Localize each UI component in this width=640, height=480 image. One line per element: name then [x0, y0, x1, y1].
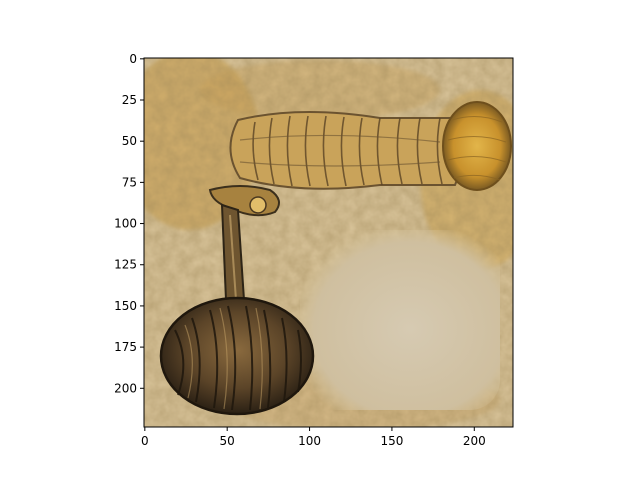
y-tick-label: 100 — [114, 217, 137, 231]
x-tick-label: 50 — [220, 434, 235, 448]
y-tick-label: 175 — [114, 340, 137, 354]
y-tick-label: 25 — [122, 93, 137, 107]
y-tick-label: 75 — [122, 175, 137, 189]
x-tick-label: 100 — [298, 434, 321, 448]
x-tick-label: 150 — [380, 434, 403, 448]
golden-egg — [442, 101, 512, 191]
x-tick-label: 200 — [463, 434, 486, 448]
segmented-body — [229, 111, 464, 190]
pale-patch — [300, 230, 500, 410]
y-tick-label: 0 — [129, 52, 137, 66]
y-tick-label: 150 — [114, 299, 137, 313]
y-tick-label: 200 — [114, 381, 137, 395]
x-axis: 0 50 100 150 200 — [141, 427, 486, 448]
image-area — [144, 58, 513, 427]
y-tick-label: 125 — [114, 258, 137, 272]
y-axis: 0 25 50 75 100 125 150 175 200 — [114, 52, 144, 395]
y-tick-label: 50 — [122, 134, 137, 148]
x-tick-label: 0 — [141, 434, 149, 448]
axes-frame — [143, 57, 514, 428]
